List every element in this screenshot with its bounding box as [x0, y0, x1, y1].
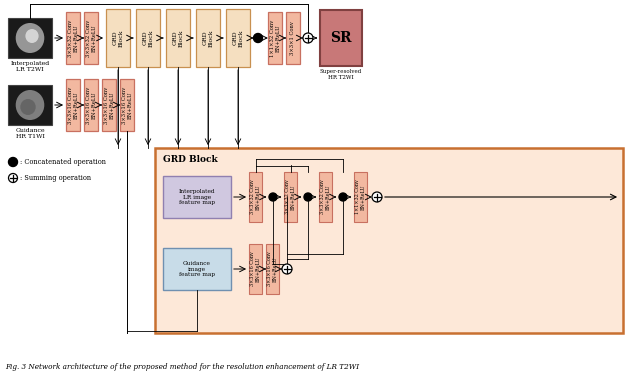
Circle shape — [339, 193, 347, 201]
Bar — [66, 12, 80, 64]
Text: HR T1WI: HR T1WI — [15, 134, 45, 139]
Bar — [8, 18, 52, 58]
Text: 3×3×16 Conv
BN+ReLU: 3×3×16 Conv BN+ReLU — [86, 86, 97, 124]
Text: 3×3×16 Conv
BN+ReLU: 3×3×16 Conv BN+ReLU — [68, 86, 79, 124]
Text: SR: SR — [330, 31, 352, 45]
Text: 3×3×32 Conv
BN+ReLU: 3×3×32 Conv BN+ReLU — [320, 180, 331, 214]
Text: GRD Block: GRD Block — [163, 155, 218, 164]
Bar — [320, 10, 362, 66]
Text: GRD
Block: GRD Block — [203, 29, 213, 47]
Bar — [84, 79, 98, 131]
Text: GRD
Block: GRD Block — [173, 29, 184, 47]
Text: 3×3×32 Conv
BN+ReLU: 3×3×32 Conv BN+ReLU — [86, 20, 97, 57]
Text: GRD
Block: GRD Block — [232, 29, 243, 47]
Bar — [226, 9, 250, 67]
Bar — [120, 79, 134, 131]
Text: 3×3×32 Conv
BN+ReLU: 3×3×32 Conv BN+ReLU — [250, 180, 261, 214]
Bar — [8, 85, 52, 125]
Text: HR T2WI: HR T2WI — [328, 75, 354, 80]
Circle shape — [304, 193, 312, 201]
Bar — [286, 12, 300, 64]
Circle shape — [8, 174, 17, 183]
Bar — [136, 9, 160, 67]
Text: 3×3×1 Conv: 3×3×1 Conv — [291, 21, 296, 55]
Text: 3×3×16 Conv
BN+ReLU: 3×3×16 Conv BN+ReLU — [267, 252, 278, 286]
Ellipse shape — [16, 90, 44, 120]
Circle shape — [282, 264, 292, 274]
Text: Interpolated: Interpolated — [10, 61, 50, 66]
Bar — [66, 79, 80, 131]
Text: Super-resolved: Super-resolved — [320, 69, 362, 74]
Bar — [106, 9, 130, 67]
Ellipse shape — [20, 99, 36, 115]
Text: 1×1×32 Conv
BN+ReLU: 1×1×32 Conv BN+ReLU — [355, 180, 366, 214]
Text: Interpolated
LR image
feature map: Interpolated LR image feature map — [179, 189, 215, 205]
Bar — [155, 148, 623, 333]
Text: : Concatenated operation: : Concatenated operation — [20, 158, 106, 166]
Bar — [249, 172, 262, 222]
Bar — [196, 9, 220, 67]
Text: GRD
Block: GRD Block — [113, 29, 124, 47]
Bar — [284, 172, 297, 222]
Text: Guidance
image
feature map: Guidance image feature map — [179, 261, 215, 277]
Text: 1×1×32 Conv
BN+ReLU: 1×1×32 Conv BN+ReLU — [269, 20, 280, 57]
Bar — [249, 244, 262, 294]
Circle shape — [303, 33, 313, 43]
Text: 3×3×32 Conv
BN+ReLU: 3×3×32 Conv BN+ReLU — [68, 20, 79, 57]
Text: Fig. 3 Network architecture of the proposed method for the resolution enhancemen: Fig. 3 Network architecture of the propo… — [5, 363, 359, 371]
Bar — [319, 172, 332, 222]
Ellipse shape — [16, 23, 44, 53]
Text: : Summing operation: : Summing operation — [20, 174, 91, 182]
Circle shape — [253, 33, 262, 42]
Text: GRD
Block: GRD Block — [143, 29, 154, 47]
Bar — [163, 176, 231, 218]
Circle shape — [269, 193, 277, 201]
Text: Guidance: Guidance — [15, 128, 45, 133]
Text: 3×3×16 Conv
BN+ReLU: 3×3×16 Conv BN+ReLU — [250, 252, 261, 286]
Circle shape — [8, 158, 17, 166]
Text: LR T2WI: LR T2WI — [16, 67, 44, 72]
Text: 3×3×32 Conv
BN+ReLU: 3×3×32 Conv BN+ReLU — [285, 180, 296, 214]
Bar — [84, 12, 98, 64]
Bar — [163, 248, 231, 290]
Bar — [166, 9, 190, 67]
Text: 3×3×16 Conv
BN+ReLU: 3×3×16 Conv BN+ReLU — [104, 86, 115, 124]
Circle shape — [372, 192, 382, 202]
Bar — [354, 172, 367, 222]
Text: 3×3×16 Conv
BN+ReLU: 3×3×16 Conv BN+ReLU — [122, 86, 132, 124]
Bar — [102, 79, 116, 131]
Bar — [266, 244, 279, 294]
Bar — [268, 12, 282, 64]
Ellipse shape — [26, 29, 38, 43]
